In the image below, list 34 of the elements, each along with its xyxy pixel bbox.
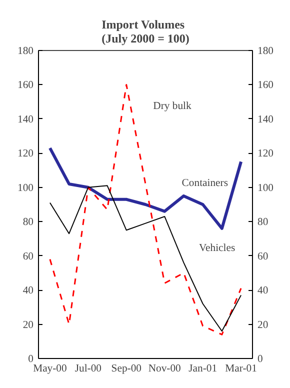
y-tick-label: 80 xyxy=(22,217,34,228)
y2-tick-label: 140 xyxy=(258,114,274,126)
x-tick-label: Jul-00 xyxy=(74,364,102,374)
y-tick-label: 40 xyxy=(22,286,34,297)
y2-tick-label: 120 xyxy=(258,148,274,160)
y2-tick-label: 20 xyxy=(258,320,268,331)
series-label: Dry bulk xyxy=(153,101,192,112)
y-tick-label: 60 xyxy=(22,251,34,262)
y-tick-label: 20 xyxy=(22,320,34,331)
y2-tick-label: 40 xyxy=(258,286,268,297)
y2-tick-label: 60 xyxy=(258,251,268,262)
x-tick-label: Sep-00 xyxy=(111,364,142,374)
line-series xyxy=(49,185,242,332)
line-series xyxy=(49,84,242,336)
y2-tick-label: 160 xyxy=(258,80,274,92)
x-tick-label: Jan-01 xyxy=(188,364,218,374)
y2-tick-label: 0 xyxy=(258,354,263,365)
x-tick-label: Nov-00 xyxy=(148,364,181,374)
y2-tick-label: 100 xyxy=(258,182,274,194)
y2-tick-label: 180 xyxy=(258,46,274,57)
y-tick-label: 120 xyxy=(18,148,34,160)
line-series xyxy=(48,146,243,230)
x-tick-label: May-00 xyxy=(33,364,67,374)
series-label: Containers xyxy=(182,178,228,190)
x-tick-label: Mar-01 xyxy=(225,364,257,374)
y-tick-label: 100 xyxy=(18,182,34,194)
y-tick-label: 160 xyxy=(18,80,34,92)
y-tick-label: 0 xyxy=(28,354,34,365)
series-label: Vehicles xyxy=(199,243,236,254)
chart-title: Import Volumes xyxy=(102,18,185,32)
chart-subtitle: (July 2000 = 100) xyxy=(102,32,190,46)
y-tick-label: 180 xyxy=(18,46,34,57)
y2-tick-label: 80 xyxy=(258,217,268,228)
y-tick-label: 140 xyxy=(18,114,34,126)
